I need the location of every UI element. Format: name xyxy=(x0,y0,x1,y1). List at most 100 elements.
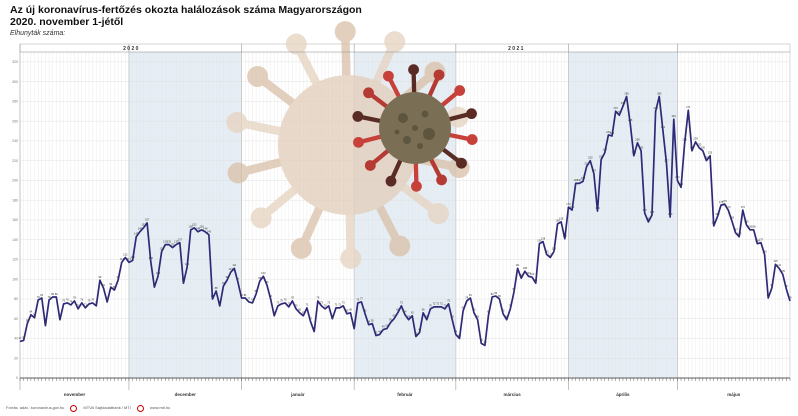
data-label: 33 xyxy=(483,340,486,344)
virus-spot xyxy=(403,136,411,144)
data-label: 119 xyxy=(131,255,136,259)
virus-spike-head xyxy=(364,160,376,171)
data-label: 155 xyxy=(744,220,749,224)
data-label: 176 xyxy=(722,199,727,203)
data-label: 262 xyxy=(672,114,677,118)
data-label: 55 xyxy=(26,318,29,322)
data-label: 246 xyxy=(606,130,611,134)
data-label: 81 xyxy=(767,293,770,297)
data-label: 70 xyxy=(429,304,432,308)
virus-spot xyxy=(394,129,400,135)
data-label: 158 xyxy=(559,217,564,221)
y-tick-label: 260 xyxy=(12,119,18,123)
data-label: 225 xyxy=(632,151,637,155)
data-label: 230 xyxy=(701,146,706,150)
data-label: 125 xyxy=(544,249,549,253)
data-label: 228 xyxy=(603,148,608,152)
data-label: 147 xyxy=(733,228,738,232)
data-label: 82 xyxy=(491,292,494,296)
data-label: 73 xyxy=(276,301,279,305)
data-label: 108 xyxy=(523,266,528,270)
series-layer xyxy=(19,95,791,347)
data-label: 70 xyxy=(509,304,512,308)
data-label: 197 xyxy=(574,178,579,182)
data-label: 152 xyxy=(141,223,146,227)
data-label: 79 xyxy=(48,295,51,299)
virus-spike-head xyxy=(436,174,447,186)
data-label: 238 xyxy=(635,138,640,142)
data-label: 70 xyxy=(444,304,447,308)
data-label: 221 xyxy=(599,154,604,158)
data-label: 59 xyxy=(476,315,479,319)
data-label: 143 xyxy=(737,232,742,236)
data-label: 112 xyxy=(185,262,190,266)
data-label: 73 xyxy=(320,301,323,305)
data-label: 97 xyxy=(236,277,239,281)
data-label: 68 xyxy=(462,306,465,310)
data-label: 122 xyxy=(548,252,553,256)
data-label: 71 xyxy=(335,303,338,307)
data-label: 125 xyxy=(762,249,767,253)
virus-spot xyxy=(417,143,423,149)
data-label: 135 xyxy=(174,239,179,243)
data-label: 233 xyxy=(697,143,702,147)
data-label: 128 xyxy=(159,246,164,250)
data-label: 49 xyxy=(382,324,385,328)
data-label: 99 xyxy=(226,275,229,279)
data-label: 275 xyxy=(621,101,626,105)
data-label: 73 xyxy=(342,301,345,305)
virus-spike-head xyxy=(383,70,394,82)
data-label: 148 xyxy=(203,227,208,231)
virus-spike-head xyxy=(227,162,249,184)
virus-spot xyxy=(398,113,408,123)
data-label: 75 xyxy=(447,299,450,303)
data-label: 137 xyxy=(759,237,764,241)
y-tick-label: 100 xyxy=(12,277,18,281)
data-label: 103 xyxy=(261,271,266,275)
data-label: 118 xyxy=(149,256,154,260)
virus-spike-head xyxy=(427,203,449,225)
data-label: 76 xyxy=(80,298,83,302)
data-label: 270 xyxy=(613,106,618,110)
data-label: 135 xyxy=(163,239,168,243)
data-label: 103 xyxy=(156,271,161,275)
data-label: 47 xyxy=(313,326,316,330)
data-label: 73 xyxy=(327,301,330,305)
data-label: 111 xyxy=(232,263,236,267)
data-label: 66 xyxy=(396,308,399,312)
data-label: 128 xyxy=(552,246,557,250)
y-tick-label: 300 xyxy=(12,80,18,84)
data-label: 72 xyxy=(440,302,443,306)
data-label: 285 xyxy=(657,91,662,95)
y-tick-label: 320 xyxy=(12,60,18,64)
data-label: 170 xyxy=(726,205,731,209)
virus-spike-head xyxy=(352,111,364,122)
data-label: 63 xyxy=(302,311,305,315)
data-label: 148 xyxy=(196,227,201,231)
data-label: 80 xyxy=(498,294,501,298)
data-label: 59 xyxy=(407,315,410,319)
data-label: 50 xyxy=(353,323,356,327)
data-label: 156 xyxy=(555,219,560,223)
virus-spike-head xyxy=(456,157,467,169)
data-label: 132 xyxy=(170,242,175,246)
data-label: 70 xyxy=(324,304,327,308)
data-label: 101 xyxy=(519,273,524,277)
virus-background-icon xyxy=(226,21,470,269)
data-label: 76 xyxy=(356,298,359,302)
data-label: 81 xyxy=(240,293,243,297)
data-label: 76 xyxy=(66,298,69,302)
data-label: 138 xyxy=(541,236,546,240)
data-label: 193 xyxy=(679,182,684,186)
data-label: 63 xyxy=(273,311,276,315)
data-label: 117 xyxy=(127,257,132,261)
data-label: 239 xyxy=(693,137,698,141)
data-label: 136 xyxy=(755,238,760,242)
data-label: 80 xyxy=(211,294,214,298)
data-label: 199 xyxy=(581,176,586,180)
virus-spike-head xyxy=(408,64,419,76)
data-label: 91 xyxy=(770,283,773,287)
data-label: 117 xyxy=(120,257,125,261)
data-label: 135 xyxy=(167,239,172,243)
